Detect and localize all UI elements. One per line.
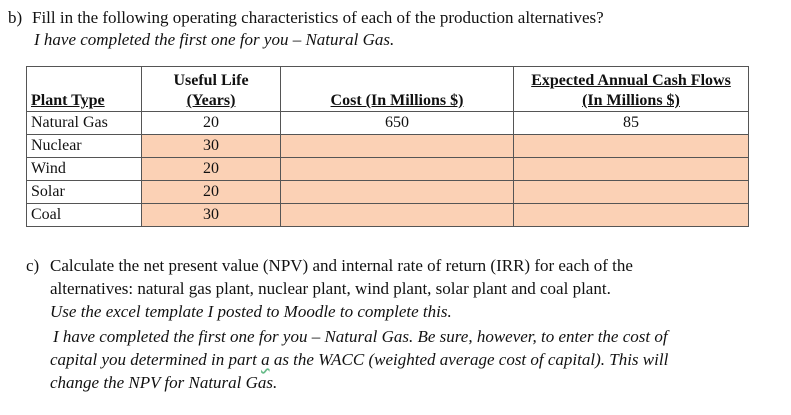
cell-life[interactable]: 20 (141, 180, 281, 204)
table-row: Nuclear 30 (26, 134, 749, 158)
part-c-line-6: change the NPV for Natural Gas. (50, 373, 278, 392)
cell-cost[interactable] (280, 157, 514, 181)
part-c-line-3: Use the excel template I posted to Moodl… (50, 302, 452, 321)
cell-plant: Wind (26, 157, 142, 181)
cell-life[interactable]: 30 (141, 203, 281, 227)
cell-cash[interactable]: 85 (513, 111, 749, 135)
cell-cash[interactable] (513, 157, 749, 181)
cell-plant: Coal (26, 203, 142, 227)
cell-life[interactable]: 20 (141, 157, 281, 181)
cell-cost[interactable] (280, 134, 514, 158)
part-b-marker: b) (8, 8, 23, 27)
characteristics-table: Plant Type Useful Life (Years) Cost (In … (26, 66, 749, 227)
cell-plant: Natural Gas (26, 111, 142, 135)
table-row: Solar 20 (26, 180, 749, 204)
cell-plant: Nuclear (26, 134, 142, 158)
part-c-line-2: alternatives: natural gas plant, nuclear… (50, 279, 611, 298)
part-c-line-1: Calculate the net present value (NPV) an… (50, 256, 633, 275)
header-cash-flows: Expected Annual Cash Flows (In Millions … (513, 66, 749, 112)
cell-cost[interactable]: 650 (280, 111, 514, 135)
cell-life: 20 (141, 111, 281, 135)
table-row: Wind 20 (26, 157, 749, 181)
cell-cash[interactable] (513, 180, 749, 204)
table-row: Natural Gas 20 650 85 (26, 111, 749, 135)
cell-cash[interactable] (513, 203, 749, 227)
table-row: Coal 30 (26, 203, 749, 227)
part-c-line-4: I have completed the first one for you –… (53, 327, 668, 346)
cell-cash[interactable] (513, 134, 749, 158)
part-c-line-5: capital you determined in part a as the … (50, 350, 669, 369)
part-b-question: Fill in the following operating characte… (32, 8, 604, 27)
cell-cost[interactable] (280, 180, 514, 204)
cell-cost[interactable] (280, 203, 514, 227)
cell-plant: Solar (26, 180, 142, 204)
header-cost: Cost (In Millions $) (280, 66, 514, 112)
part-c-marker: c) (26, 256, 40, 275)
part-b-note: I have completed the first one for you –… (34, 30, 395, 49)
spellcheck-word: a (261, 350, 270, 369)
table-header-row: Plant Type Useful Life (Years) Cost (In … (26, 66, 749, 112)
header-plant-type: Plant Type (26, 66, 142, 112)
header-useful-life: Useful Life (Years) (141, 66, 281, 112)
cell-life[interactable]: 30 (141, 134, 281, 158)
